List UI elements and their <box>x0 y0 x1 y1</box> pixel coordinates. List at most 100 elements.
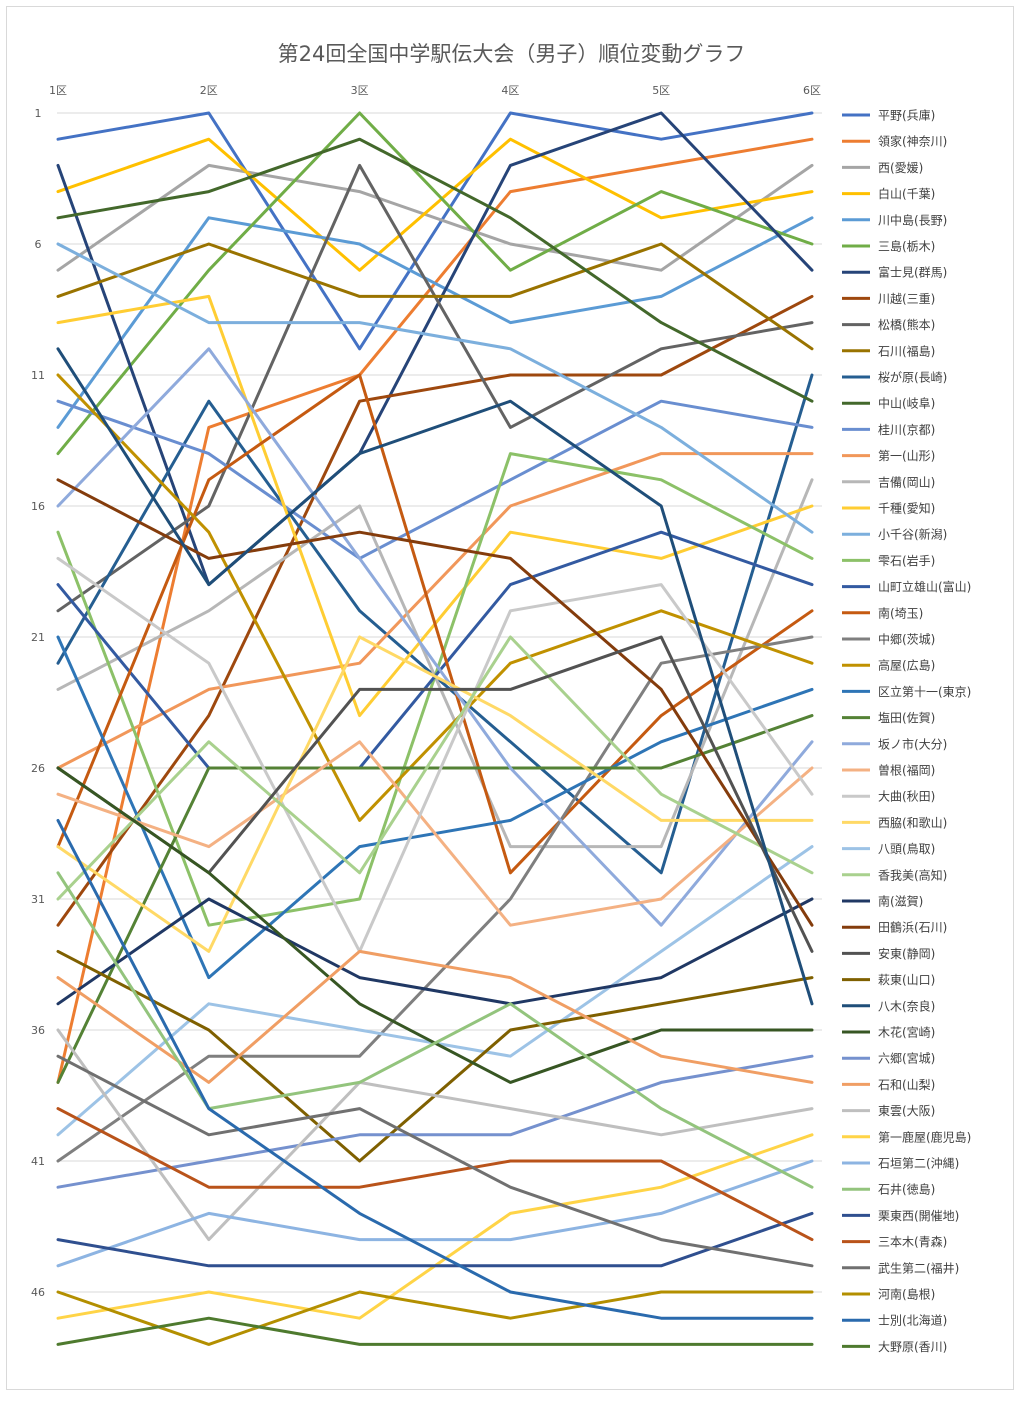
legend-entry: 平野(兵庫) <box>878 109 935 123</box>
y-tick-label: 6 <box>35 238 42 251</box>
legend-entry: 西(愛媛) <box>878 161 923 175</box>
legend-entry: 千種(愛知) <box>878 502 935 516</box>
chart-title: 第24回全国中学駅伝大会（男子）順位変動グラフ <box>277 42 746 66</box>
series-line <box>56 818 814 1320</box>
legend-entry: 坂ノ市(大分) <box>878 736 947 751</box>
legend-entry: 南(滋賀) <box>878 894 923 909</box>
x-tick-label: 6区 <box>803 84 821 97</box>
legend-entry: 河南(島根) <box>878 1287 935 1302</box>
series-line <box>56 740 814 927</box>
series-line <box>56 1054 814 1189</box>
legend-entry: 曽根(福岡) <box>878 763 935 778</box>
series-line <box>56 871 814 1189</box>
legend-entry: 栗東西(開催地) <box>878 1209 959 1223</box>
series-line <box>56 137 814 403</box>
series-line <box>56 399 814 560</box>
legend-entry: 塩田(佐賀) <box>878 710 935 725</box>
x-tick-label: 5区 <box>652 84 670 97</box>
legend-entry: 武生第二(福井) <box>878 1260 959 1275</box>
series-line <box>56 137 814 1084</box>
series-line <box>56 1107 814 1242</box>
y-tick-label: 11 <box>31 369 45 382</box>
y-tick-label: 36 <box>31 1024 45 1037</box>
x-tick-label: 2区 <box>200 84 218 97</box>
series-line <box>56 216 814 429</box>
legend-entry: 石垣第二(沖縄) <box>878 1156 959 1171</box>
legend-entry: 香我美(高知) <box>878 867 947 882</box>
series-line <box>56 242 814 534</box>
legend-entry: 山町立雄山(富山) <box>878 579 971 594</box>
legend-entry: 桜が原(長崎) <box>878 370 947 385</box>
series-line <box>56 373 814 875</box>
series-line <box>56 1290 814 1346</box>
legend-entry: 富士見(群馬) <box>878 265 947 280</box>
series-line <box>56 635 814 1163</box>
legend-entry: 区立第十一(東京) <box>878 684 971 699</box>
y-tick-label: 31 <box>31 893 45 906</box>
legend-entry: 三本木(青森) <box>878 1234 947 1249</box>
series-line <box>56 163 814 272</box>
legend-entry: 領家(神奈川) <box>878 134 947 149</box>
x-tick-label: 3区 <box>351 84 369 97</box>
y-tick-label: 46 <box>31 1286 45 1299</box>
series-line <box>56 949 814 1084</box>
legend-entry: 第一(山形) <box>878 449 935 463</box>
series-line <box>56 556 814 953</box>
series-line <box>56 242 814 351</box>
legend-entry: 川越(三重) <box>878 292 935 306</box>
series-line <box>56 1028 814 1242</box>
series-line <box>56 635 814 901</box>
series-line <box>56 897 814 1006</box>
legend-entry: 八頭(鳥取) <box>878 841 935 856</box>
y-tick-label: 21 <box>31 631 45 644</box>
legend-entry: 中山(岐阜) <box>878 396 935 411</box>
y-tick-label: 1 <box>35 107 42 120</box>
legend-entry: 大曲(秋田) <box>878 790 935 804</box>
legend-entry: 石和(山梨) <box>878 1078 935 1092</box>
legend-entry: 六郷(宮城) <box>878 1051 935 1066</box>
y-tick-label: 16 <box>31 500 45 513</box>
legend-entry: 萩東(山口) <box>878 973 935 987</box>
series-line <box>56 714 814 1084</box>
legend-entry: 石川(福島) <box>878 343 935 358</box>
chart-frame <box>6 6 1014 1390</box>
legend-entry: 東雲(大阪) <box>878 1104 935 1118</box>
legend-entry: 松橋(熊本) <box>878 317 935 332</box>
x-tick-label: 4区 <box>501 84 519 97</box>
legend-entry: 石井(徳島) <box>878 1182 935 1197</box>
series-line <box>56 347 814 1006</box>
legend-entry: 高屋(広島) <box>878 658 935 673</box>
series-line <box>56 1211 814 1268</box>
y-tick-label: 41 <box>31 1155 45 1168</box>
series-line <box>56 111 814 587</box>
legend-entry: 大野原(香川) <box>878 1340 947 1354</box>
series-line <box>56 111 814 351</box>
series-line <box>56 294 814 927</box>
legend-entry: 西脇(和歌山) <box>878 815 947 830</box>
legend-entry: 川中島(長野) <box>878 212 947 227</box>
legend-entry: 白山(千葉) <box>878 186 935 201</box>
series-line <box>56 347 814 927</box>
series-line <box>56 1159 814 1268</box>
legend-entry: 第一鹿屋(鹿児島) <box>878 1129 971 1144</box>
legend-entry: 小千谷(新潟) <box>878 527 947 542</box>
legend-entry: 八木(奈良) <box>878 998 935 1013</box>
legend-entry: 桂川(京都) <box>878 422 935 437</box>
legend-entry: 雫石(岩手) <box>878 553 935 568</box>
series-line <box>56 452 814 770</box>
series-line <box>56 635 814 953</box>
y-tick-label: 26 <box>31 762 45 775</box>
series-line <box>56 1054 814 1268</box>
series-line <box>56 137 814 272</box>
legend-entry: 田鶴浜(石川) <box>878 920 947 935</box>
legend-entry: 三島(栃木) <box>878 239 935 254</box>
legend-entry: 木花(宮崎) <box>878 1025 935 1040</box>
series-line <box>56 1316 814 1346</box>
legend-entry: 中郷(茨城) <box>878 632 935 647</box>
legend-entry: 士別(北海道) <box>878 1313 947 1328</box>
x-tick-label: 1区 <box>49 84 67 97</box>
legend-entry: 南(埼玉) <box>878 605 923 620</box>
legend-entry: 安東(静岡) <box>878 946 935 961</box>
legend-entry: 吉備(岡山) <box>878 474 935 489</box>
